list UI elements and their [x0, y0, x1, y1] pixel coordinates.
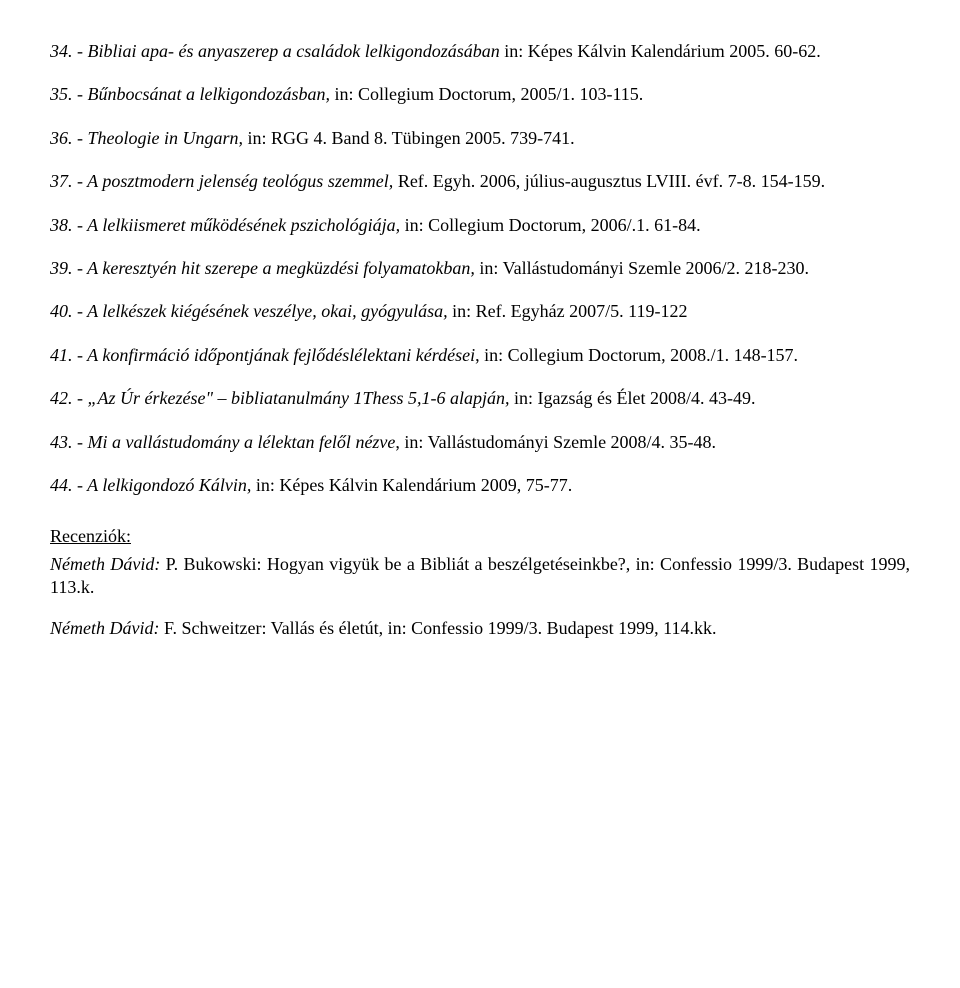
entry-rest: in: Collegium Doctorum, 2006/.1. 61-84.: [400, 215, 700, 235]
entry-number: 43.: [50, 432, 73, 452]
recenzio-rest: P. Bukowski: Hogyan vigyük be a Bibliát …: [50, 554, 910, 597]
entry-number: 42.: [50, 388, 73, 408]
bibliography-entry: 42. - „Az Úr érkezése" – bibliatanulmány…: [50, 387, 910, 410]
entry-title: - A posztmodern jelenség teológus szemme…: [77, 171, 393, 191]
entry-number: 36.: [50, 128, 73, 148]
entry-number: 34.: [50, 41, 73, 61]
bibliography-entry: 38. - A lelkiismeret működésének pszicho…: [50, 214, 910, 237]
recenzio-rest: F. Schweitzer: Vallás és életút, in: Con…: [159, 618, 716, 638]
entry-rest: in: Vallástudományi Szemle 2006/2. 218-2…: [475, 258, 809, 278]
entry-number: 38.: [50, 215, 73, 235]
recenzio-entry: Németh Dávid: F. Schweitzer: Vallás és é…: [50, 617, 910, 640]
entry-title: - A lelkészek kiégésének veszélye, okai,…: [77, 301, 448, 321]
bibliography-entry: 36. - Theologie in Ungarn, in: RGG 4. Ba…: [50, 127, 910, 150]
entry-number: 39.: [50, 258, 73, 278]
entry-rest: in: Ref. Egyház 2007/5. 119-122: [448, 301, 688, 321]
recenziok-list: Németh Dávid: P. Bukowski: Hogyan vigyük…: [50, 553, 910, 641]
entry-title: - Bűnbocsánat a lelkigondozásban,: [77, 84, 330, 104]
entry-number: 40.: [50, 301, 73, 321]
recenzio-author: Németh Dávid:: [50, 554, 160, 574]
entry-title: - „Az Úr érkezése" – bibliatanulmány 1Th…: [77, 388, 510, 408]
entry-title: - Mi a vallástudomány a lélektan felől n…: [77, 432, 395, 452]
bibliography-entry: 39. - A keresztyén hit szerepe a megküzd…: [50, 257, 910, 280]
entry-title: - A lelkigondozó Kálvin,: [77, 475, 251, 495]
bibliography-entry: 37. - A posztmodern jelenség teológus sz…: [50, 170, 910, 193]
entry-rest: , in: Collegium Doctorum, 2008./1. 148-1…: [475, 345, 798, 365]
entry-rest: in: Képes Kálvin Kalendárium 2005. 60-62…: [500, 41, 821, 61]
entry-title: - A lelkiismeret működésének pszichológi…: [77, 215, 400, 235]
bibliography-entry: 40. - A lelkészek kiégésének veszélye, o…: [50, 300, 910, 323]
entry-title: - Bibliai apa- és anyaszerep a családok …: [77, 41, 500, 61]
entry-rest: Ref. Egyh. 2006, július-augusztus LVIII.…: [393, 171, 825, 191]
bibliography-entry: 44. - A lelkigondozó Kálvin, in: Képes K…: [50, 474, 910, 497]
bibliography-entry: 41. - A konfirmáció időpontjának fejlődé…: [50, 344, 910, 367]
recenzio-author: Németh Dávid:: [50, 618, 159, 638]
entry-title: - A keresztyén hit szerepe a megküzdési …: [77, 258, 475, 278]
bibliography-list: 34. - Bibliai apa- és anyaszerep a csalá…: [50, 40, 910, 497]
entry-title: - Theologie in Ungarn,: [77, 128, 243, 148]
entry-number: 41.: [50, 345, 73, 365]
bibliography-entry: 35. - Bűnbocsánat a lelkigondozásban, in…: [50, 83, 910, 106]
entry-number: 44.: [50, 475, 73, 495]
entry-rest: in: Collegium Doctorum, 2005/1. 103-115.: [330, 84, 643, 104]
entry-rest: , in: Vallástudományi Szemle 2008/4. 35-…: [395, 432, 716, 452]
entry-rest: in: Képes Kálvin Kalendárium 2009, 75-77…: [251, 475, 572, 495]
entry-rest: in: Igazság és Élet 2008/4. 43-49.: [510, 388, 756, 408]
entry-number: 37.: [50, 171, 73, 191]
recenzio-entry: Németh Dávid: P. Bukowski: Hogyan vigyük…: [50, 553, 910, 600]
entry-number: 35.: [50, 84, 73, 104]
section-heading-recenziok: Recenziók:: [50, 525, 910, 548]
entry-title: - A konfirmáció időpontjának fejlődéslél…: [77, 345, 475, 365]
bibliography-entry: 34. - Bibliai apa- és anyaszerep a csalá…: [50, 40, 910, 63]
bibliography-entry: 43. - Mi a vallástudomány a lélektan fel…: [50, 431, 910, 454]
entry-rest: in: RGG 4. Band 8. Tübingen 2005. 739-74…: [243, 128, 575, 148]
